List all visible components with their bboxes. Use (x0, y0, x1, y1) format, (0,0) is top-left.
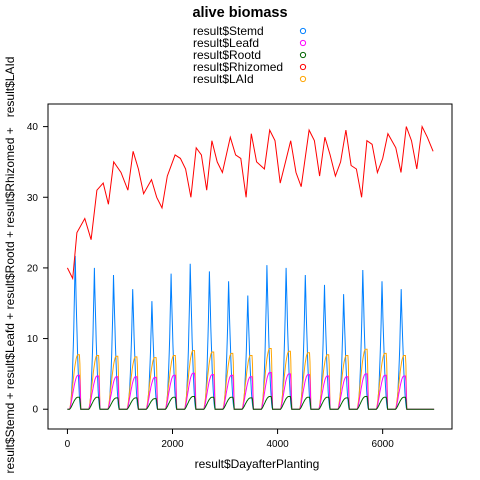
legend-marker (299, 63, 307, 71)
series-line-rhizomed (66, 124, 434, 281)
legend-marker (299, 39, 307, 47)
legend-label: result$Rhizomed (193, 60, 283, 74)
y-tick-label: 20 (27, 263, 39, 274)
legend-label: result$Rootd (193, 48, 261, 62)
legend-marker (299, 51, 307, 59)
x-tick-label: 6000 (372, 439, 395, 450)
y-tick-label: 10 (27, 334, 39, 345)
x-axis-label: result$DayafterPlanting (195, 457, 320, 471)
y-tick-label: 0 (32, 405, 38, 416)
y-tick-label: 40 (27, 122, 39, 133)
series-layer (66, 124, 435, 410)
y-tick-label: 30 (27, 193, 39, 204)
series-line-rootd (67, 396, 435, 410)
chart-title: alive biomass (192, 5, 287, 21)
legend-label: result$Stemd (193, 24, 264, 38)
legend-marker (299, 75, 307, 83)
axes: 0 2000 4000 6000 0 10 20 30 40 (27, 103, 453, 450)
plot-frame (47, 103, 453, 430)
legend: result$Stemdresult$Leafdresult$Rootdresu… (193, 24, 307, 86)
x-tick-label: 2000 (161, 439, 184, 450)
x-tick-label: 0 (65, 439, 71, 450)
y-axis-label: result$Stemd + result$Leafd + result$Roo… (3, 57, 17, 474)
legend-marker (299, 27, 307, 35)
x-tick-label: 4000 (266, 439, 289, 450)
legend-label: result$LAId (193, 72, 254, 86)
legend-label: result$Leafd (193, 36, 259, 50)
